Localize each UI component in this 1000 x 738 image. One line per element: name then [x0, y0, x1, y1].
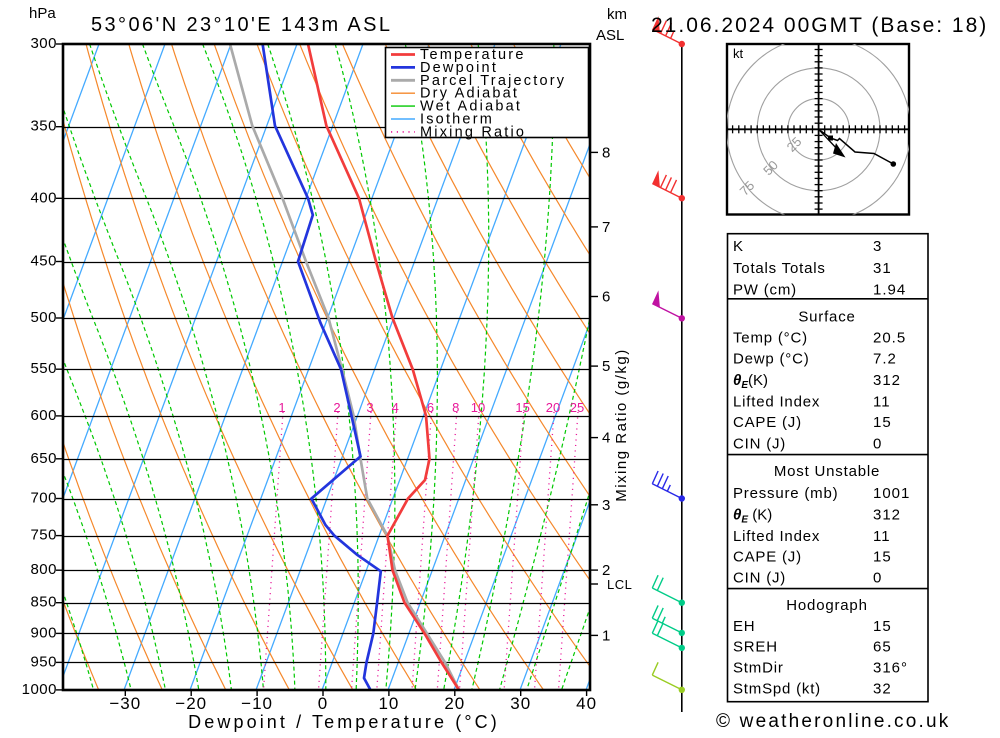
svg-text:30: 30: [510, 694, 531, 713]
svg-text:10: 10: [471, 400, 485, 415]
svg-text:5: 5: [602, 358, 610, 375]
svg-text:700: 700: [30, 490, 57, 507]
svg-text:20.5: 20.5: [873, 330, 906, 347]
svg-text:7.2: 7.2: [873, 351, 897, 368]
svg-text:StmDir: StmDir: [733, 660, 784, 677]
svg-text:CAPE (J): CAPE (J): [733, 414, 802, 431]
svg-text:4: 4: [602, 430, 610, 447]
svg-text:Most Unstable: Most Unstable: [774, 463, 880, 480]
svg-text:StmSpd (kt): StmSpd (kt): [733, 681, 821, 698]
svg-text:20: 20: [546, 400, 560, 415]
svg-text:CIN (J): CIN (J): [733, 436, 786, 453]
svg-text:750: 750: [30, 527, 57, 544]
svg-text:0: 0: [873, 570, 882, 587]
svg-text:400: 400: [30, 189, 57, 206]
svg-text:65: 65: [873, 639, 892, 656]
svg-text:Dry Adiabat: Dry Adiabat: [420, 86, 519, 102]
svg-text:900: 900: [30, 624, 57, 641]
svg-text:1: 1: [278, 400, 285, 415]
svg-text:hPa: hPa: [29, 5, 56, 22]
svg-text:3: 3: [873, 238, 882, 255]
svg-text:θE(K): θE(K): [733, 372, 768, 391]
svg-text:Dewpoint / Temperature (°C): Dewpoint / Temperature (°C): [188, 712, 500, 732]
svg-text:950: 950: [30, 653, 57, 670]
svg-text:Lifted Index: Lifted Index: [733, 394, 820, 411]
svg-text:−10: −10: [241, 694, 273, 713]
svg-text:500: 500: [30, 309, 57, 326]
svg-text:0: 0: [318, 694, 328, 713]
svg-text:Dewp (°C): Dewp (°C): [733, 351, 810, 368]
svg-text:11: 11: [873, 528, 891, 545]
svg-text:15: 15: [873, 618, 892, 635]
svg-text:40: 40: [576, 694, 597, 713]
svg-text:15: 15: [515, 400, 529, 415]
svg-text:1001: 1001: [873, 485, 910, 502]
svg-text:Isotherm: Isotherm: [420, 112, 494, 128]
svg-text:32: 32: [873, 681, 892, 698]
svg-text:Temperature: Temperature: [420, 47, 526, 63]
svg-text:−30: −30: [109, 694, 141, 713]
svg-text:1: 1: [602, 627, 610, 644]
svg-text:11: 11: [873, 394, 891, 411]
svg-text:Parcel Trajectory: Parcel Trajectory: [420, 73, 566, 89]
svg-text:21.06.2024 00GMT (Base: 18): 21.06.2024 00GMT (Base: 18): [651, 14, 988, 37]
svg-text:15: 15: [873, 549, 892, 566]
svg-text:300: 300: [30, 35, 57, 52]
svg-text:LCL: LCL: [607, 577, 632, 592]
svg-text:Pressure (mb): Pressure (mb): [733, 485, 838, 502]
svg-text:4: 4: [392, 400, 399, 415]
svg-text:CIN (J): CIN (J): [733, 570, 786, 587]
svg-text:Mixing Ratio: Mixing Ratio: [420, 124, 526, 140]
svg-text:10: 10: [378, 694, 399, 713]
svg-text:312: 312: [873, 372, 901, 389]
svg-text:15: 15: [873, 414, 892, 431]
svg-text:6: 6: [427, 400, 434, 415]
svg-text:8: 8: [602, 144, 610, 161]
svg-text:EH: EH: [733, 618, 755, 635]
svg-text:ASL: ASL: [596, 27, 624, 44]
svg-text:1000: 1000: [22, 681, 57, 698]
svg-text:Temp (°C): Temp (°C): [733, 330, 808, 347]
svg-text:Surface: Surface: [798, 309, 855, 326]
svg-text:Hodograph: Hodograph: [786, 597, 867, 614]
svg-text:20: 20: [444, 694, 465, 713]
svg-text:2: 2: [333, 400, 340, 415]
svg-text:600: 600: [30, 407, 57, 424]
svg-text:0: 0: [873, 436, 882, 453]
svg-text:Mixing Ratio (g/kg): Mixing Ratio (g/kg): [613, 348, 630, 502]
svg-text:SREH: SREH: [733, 639, 778, 656]
svg-text:θE (K): θE (K): [733, 507, 772, 526]
svg-text:350: 350: [30, 118, 57, 135]
svg-text:450: 450: [30, 253, 57, 270]
svg-text:650: 650: [30, 450, 57, 467]
svg-text:550: 550: [30, 360, 57, 377]
svg-text:8: 8: [452, 400, 459, 415]
svg-text:3: 3: [366, 400, 373, 415]
svg-text:1.94: 1.94: [873, 282, 906, 299]
svg-text:53°06'N 23°10'E 143m ASL: 53°06'N 23°10'E 143m ASL: [91, 14, 392, 36]
svg-text:316°: 316°: [873, 660, 908, 677]
svg-text:K: K: [733, 238, 744, 255]
svg-text:25: 25: [570, 400, 584, 415]
svg-text:3: 3: [602, 497, 610, 514]
svg-text:Dewpoint: Dewpoint: [420, 60, 498, 76]
svg-text:PW (cm): PW (cm): [733, 282, 797, 299]
svg-text:© weatheronline.co.uk: © weatheronline.co.uk: [716, 711, 950, 732]
svg-text:2: 2: [602, 562, 610, 579]
svg-text:Wet Adiabat: Wet Adiabat: [420, 99, 522, 115]
svg-text:6: 6: [602, 289, 610, 306]
svg-text:−20: −20: [175, 694, 207, 713]
svg-text:7: 7: [602, 219, 610, 236]
svg-text:Lifted Index: Lifted Index: [733, 528, 820, 545]
svg-text:850: 850: [30, 594, 57, 611]
svg-text:CAPE (J): CAPE (J): [733, 549, 802, 566]
svg-text:312: 312: [873, 507, 901, 524]
svg-text:Totals Totals: Totals Totals: [733, 260, 826, 277]
svg-text:800: 800: [30, 561, 57, 578]
svg-text:km: km: [607, 6, 627, 23]
svg-text:31: 31: [873, 260, 892, 277]
svg-text:kt: kt: [733, 46, 744, 61]
